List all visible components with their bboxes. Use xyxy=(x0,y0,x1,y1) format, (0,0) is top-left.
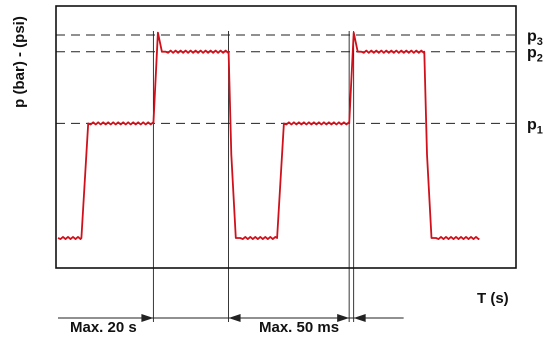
pressure-line xyxy=(57,31,480,240)
level-guides xyxy=(56,34,516,124)
vertical-markers xyxy=(152,31,355,322)
interval-annotations xyxy=(58,314,404,322)
annotation-label-1: Max. 20 s xyxy=(70,319,137,336)
pressure-series xyxy=(57,31,480,240)
annotation-arrow-2-right xyxy=(353,314,366,322)
x-axis-label: T (s) xyxy=(477,290,509,307)
annotation-arrow-2-left xyxy=(337,314,350,322)
annotation-arrow-1-left xyxy=(141,314,154,322)
y-axis-label: p (bar) - (psi) xyxy=(11,16,28,108)
level-label-p1: p1 xyxy=(527,116,543,136)
plot-frame xyxy=(55,5,517,269)
annotation-label-2: Max. 50 ms xyxy=(259,319,339,336)
